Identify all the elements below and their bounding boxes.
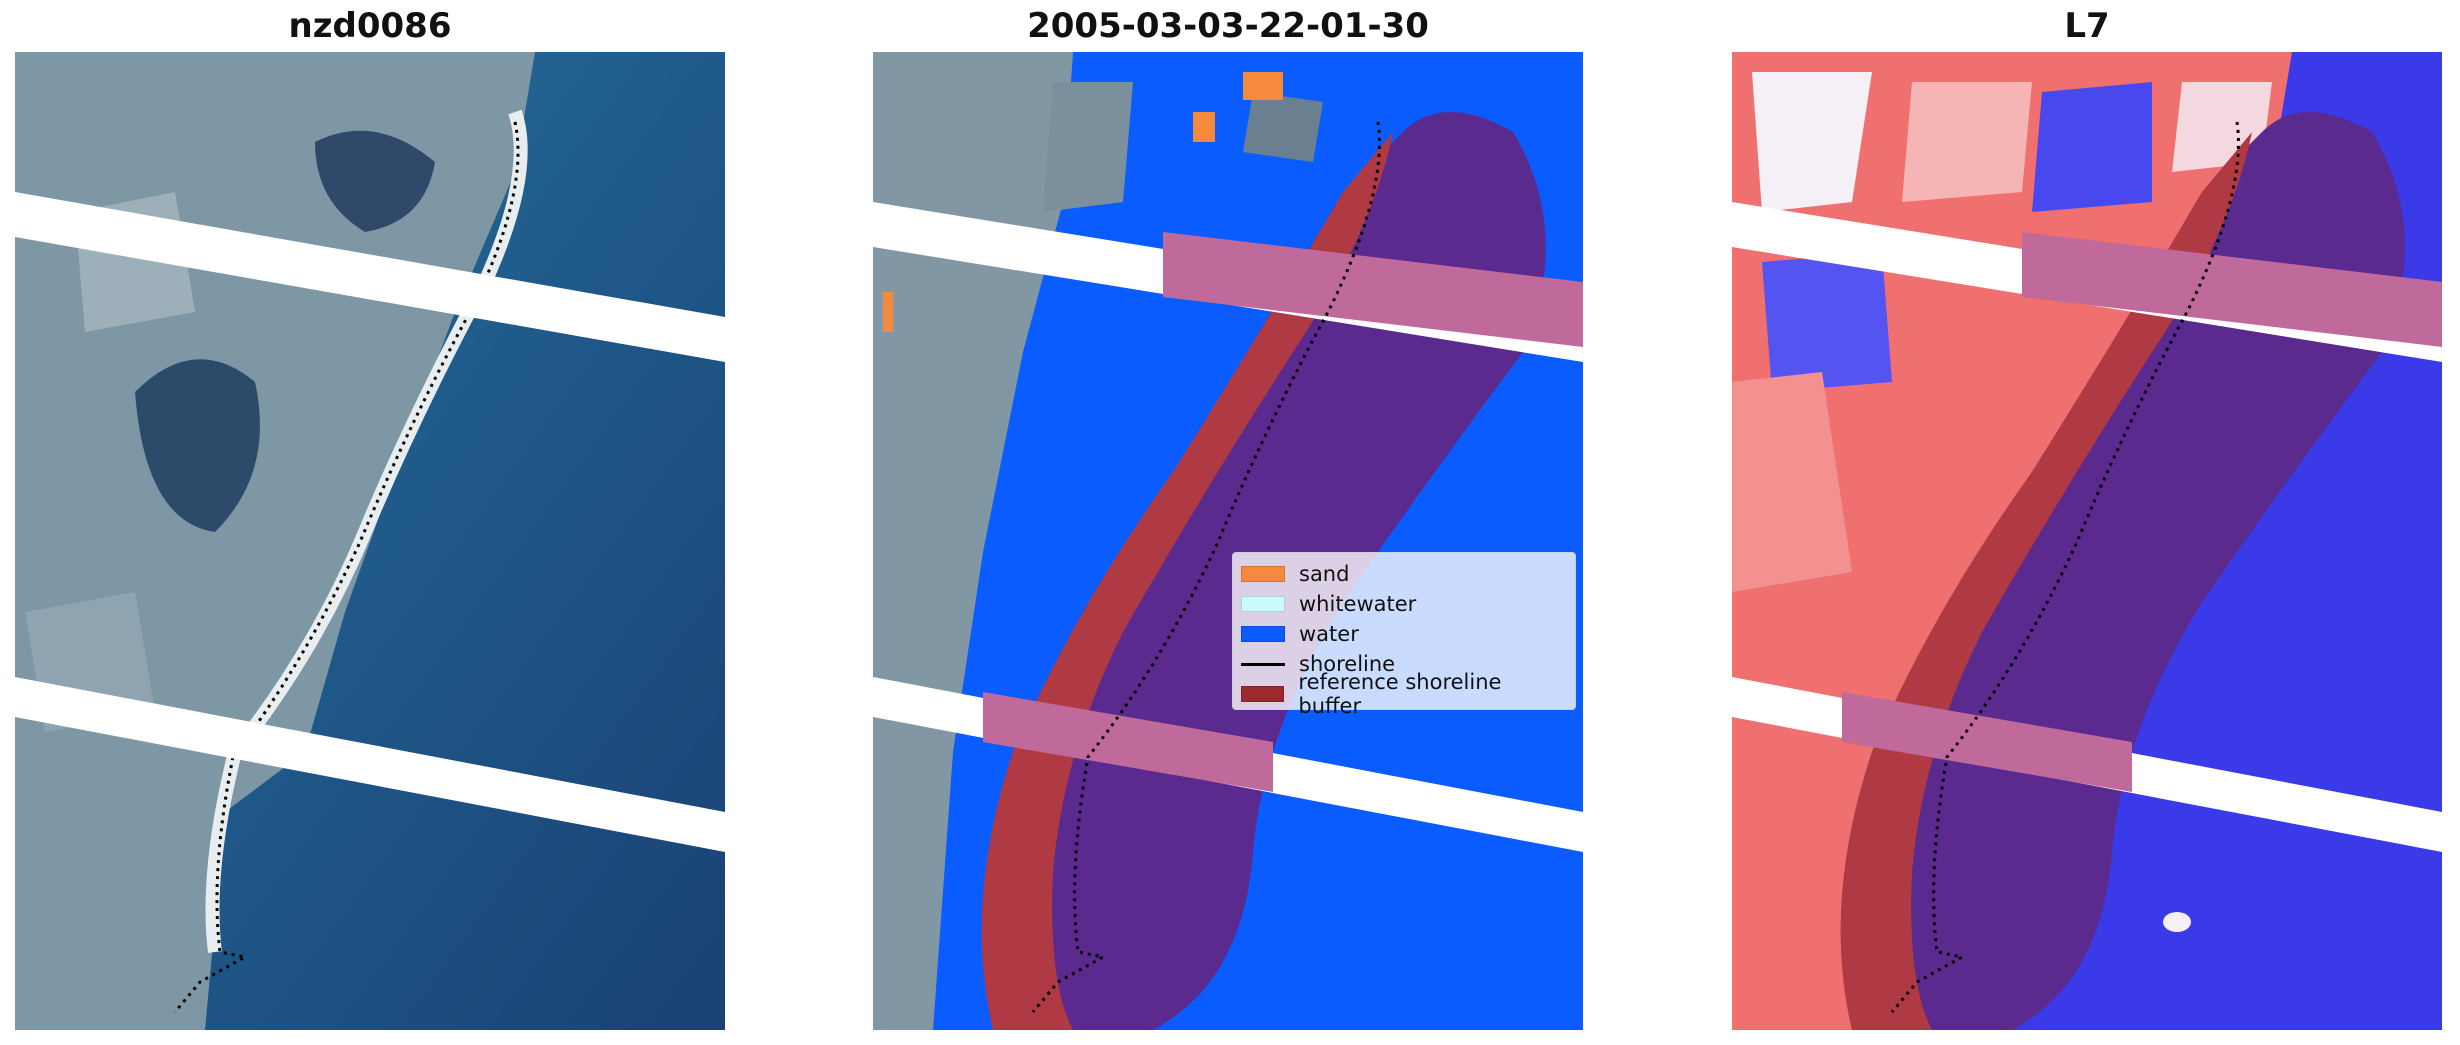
rgb-satellite-image — [15, 52, 725, 1030]
index-image-panel — [1732, 52, 2442, 1030]
shoreline — [173, 121, 520, 1013]
classified-image-panel — [873, 52, 1583, 1030]
legend-label: whitewater — [1299, 592, 1417, 616]
sand-swatch — [1241, 566, 1285, 582]
legend-label: shoreline — [1299, 652, 1396, 676]
buffer-swatch — [1241, 686, 1285, 702]
reference-shoreline-buffer — [1840, 112, 2405, 1030]
legend-item-shoreline: shoreline — [1241, 649, 1567, 679]
rgb-image-panel — [15, 52, 725, 1030]
legend-item-water: water — [1241, 619, 1567, 649]
whitewater-swatch — [1241, 596, 1285, 612]
legend-label: reference shoreline buffer — [1298, 670, 1502, 718]
index-image — [1732, 52, 2442, 1030]
legend-label: water — [1299, 622, 1359, 646]
panel-title-rgb: nzd0086 — [288, 6, 452, 46]
legend-item-whitewater: whitewater — [1241, 589, 1567, 619]
legend: sand whitewater water shoreline referenc… — [1232, 552, 1576, 718]
panel-title-index: L7 — [2064, 6, 2110, 46]
panel-title-classified: 2005-03-03-22-01-30 — [1027, 6, 1429, 46]
water-swatch — [1241, 626, 1285, 642]
classified-image — [873, 52, 1583, 1030]
shoreline-line-swatch — [1241, 662, 1285, 666]
legend-label: sand — [1299, 562, 1350, 586]
legend-item-sand: sand — [1241, 559, 1567, 589]
legend-item-buffer: reference shoreline buffer — [1241, 670, 1567, 718]
